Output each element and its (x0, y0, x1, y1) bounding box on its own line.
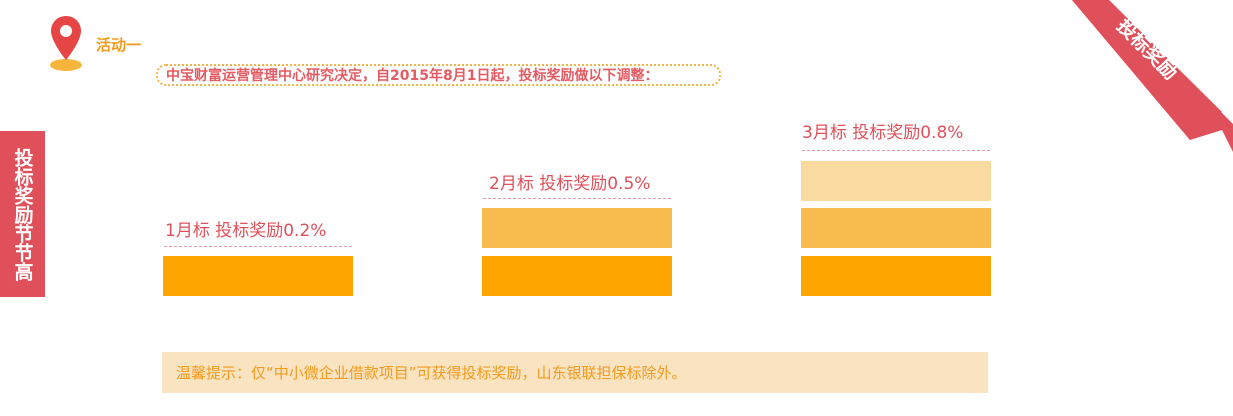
corner-ribbon (1072, 0, 1233, 152)
side-tab-text: 投标奖励节节高 (11, 147, 34, 281)
side-tab: 投标奖励节节高 (0, 131, 45, 297)
tier-1-label: 1月标 投标奖励0.2% (165, 221, 327, 241)
tier-3-label: 3月标 投标奖励0.8% (802, 123, 964, 143)
tier-3-bar-level-2 (801, 208, 991, 248)
tier-2-label: 2月标 投标奖励0.5% (489, 174, 651, 194)
location-pin-icon (50, 16, 82, 71)
tier-1-divider (164, 246, 352, 247)
tier-3-bar-level-1 (801, 256, 991, 296)
decision-banner: 中宝财富运营管理中心研究决定，自2015年8月1日起，投标奖励做以下调整： (156, 64, 721, 86)
decision-text: 中宝财富运营管理中心研究决定，自2015年8月1日起，投标奖励做以下调整： (166, 68, 659, 84)
tier-3-bar-level-3 (801, 161, 991, 201)
tier-2-divider (483, 198, 671, 199)
tier-2-bar-level-1 (482, 256, 672, 296)
activity-title: 活动一 (96, 36, 142, 54)
tip-text: 温馨提示：仅“中小微企业借款项目”可获得投标奖励，山东银联担保标除外。 (176, 364, 687, 382)
tier-2-bar-level-2 (482, 208, 672, 248)
tier-1-bar-level-1 (163, 256, 353, 296)
tip-banner: 温馨提示：仅“中小微企业借款项目”可获得投标奖励，山东银联担保标除外。 (162, 352, 988, 393)
tier-3-divider (802, 150, 990, 151)
